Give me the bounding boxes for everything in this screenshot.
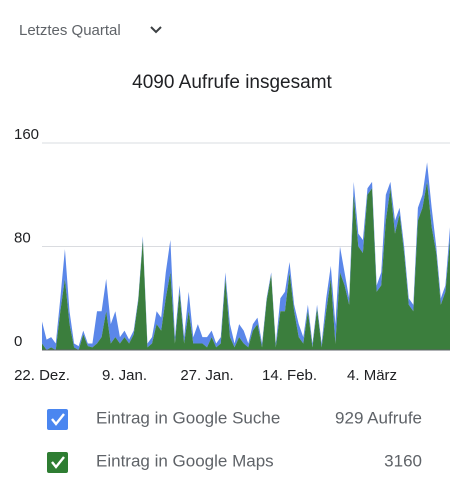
legend-check	[51, 456, 65, 469]
legend-label: Eintrag in Google Suche	[96, 408, 280, 427]
x-tick-label: 22. Dez.	[14, 367, 70, 384]
period-selector[interactable]: Letztes Quartal	[19, 22, 121, 39]
x-tick-label: 27. Jan.	[180, 367, 233, 384]
y-tick-label: 80	[14, 229, 31, 246]
area	[42, 181, 450, 350]
x-tick-label: 4. März	[347, 367, 397, 384]
legend-label: Eintrag in Google Maps	[96, 451, 274, 470]
legend-total: 929 Aufrufe	[335, 408, 422, 427]
legend-checkbox[interactable]	[47, 452, 68, 473]
dropdown-chevron[interactable]	[150, 26, 162, 34]
x-tick-label: 14. Feb.	[262, 367, 317, 384]
legend-checkbox[interactable]	[47, 409, 68, 430]
legend-total: 3160	[384, 451, 422, 470]
legend-check	[51, 413, 65, 426]
x-tick-label: 9. Jan.	[102, 367, 147, 384]
y-tick-label: 160	[14, 126, 39, 143]
chart-title: 4090 Aufrufe insgesamt	[132, 72, 332, 93]
y-tick-label: 0	[14, 333, 22, 350]
